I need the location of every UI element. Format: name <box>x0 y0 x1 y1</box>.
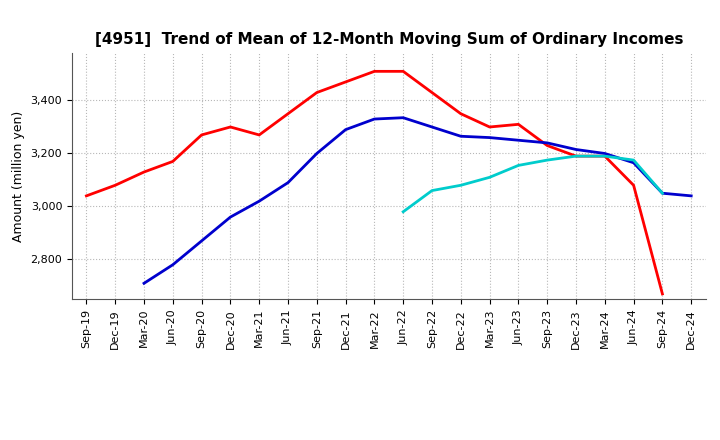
3 Years <box>370 69 379 74</box>
7 Years <box>600 154 609 159</box>
5 Years <box>543 140 552 146</box>
3 Years <box>197 132 206 138</box>
7 Years <box>485 175 494 180</box>
3 Years <box>226 125 235 130</box>
5 Years <box>428 125 436 130</box>
3 Years <box>284 111 292 116</box>
5 Years <box>341 127 350 132</box>
7 Years <box>658 191 667 196</box>
Title: [4951]  Trend of Mean of 12-Month Moving Sum of Ordinary Incomes: [4951] Trend of Mean of 12-Month Moving … <box>94 33 683 48</box>
5 Years <box>226 214 235 220</box>
5 Years <box>284 180 292 185</box>
3 Years <box>658 291 667 297</box>
Line: 3 Years: 3 Years <box>86 71 662 294</box>
5 Years <box>629 160 638 165</box>
5 Years <box>514 138 523 143</box>
5 Years <box>399 115 408 121</box>
7 Years <box>543 158 552 163</box>
Line: 5 Years: 5 Years <box>144 118 691 283</box>
3 Years <box>111 183 120 188</box>
5 Years <box>687 193 696 198</box>
3 Years <box>572 154 580 159</box>
3 Years <box>514 122 523 127</box>
5 Years <box>197 238 206 244</box>
5 Years <box>456 134 465 139</box>
3 Years <box>312 90 321 95</box>
5 Years <box>312 151 321 156</box>
5 Years <box>168 262 177 268</box>
7 Years <box>629 158 638 163</box>
3 Years <box>600 154 609 159</box>
7 Years <box>428 188 436 193</box>
3 Years <box>485 125 494 130</box>
Y-axis label: Amount (million yen): Amount (million yen) <box>12 110 25 242</box>
3 Years <box>255 132 264 138</box>
5 Years <box>485 135 494 140</box>
3 Years <box>399 69 408 74</box>
3 Years <box>629 183 638 188</box>
5 Years <box>572 147 580 152</box>
7 Years <box>514 163 523 168</box>
5 Years <box>370 117 379 122</box>
3 Years <box>428 90 436 95</box>
3 Years <box>82 193 91 198</box>
3 Years <box>543 143 552 148</box>
Line: 7 Years: 7 Years <box>403 156 662 212</box>
7 Years <box>399 209 408 214</box>
5 Years <box>600 151 609 156</box>
3 Years <box>140 169 148 175</box>
3 Years <box>456 111 465 116</box>
3 Years <box>341 79 350 84</box>
7 Years <box>572 154 580 159</box>
5 Years <box>658 191 667 196</box>
3 Years <box>168 159 177 164</box>
5 Years <box>140 281 148 286</box>
5 Years <box>255 198 264 204</box>
7 Years <box>456 183 465 188</box>
